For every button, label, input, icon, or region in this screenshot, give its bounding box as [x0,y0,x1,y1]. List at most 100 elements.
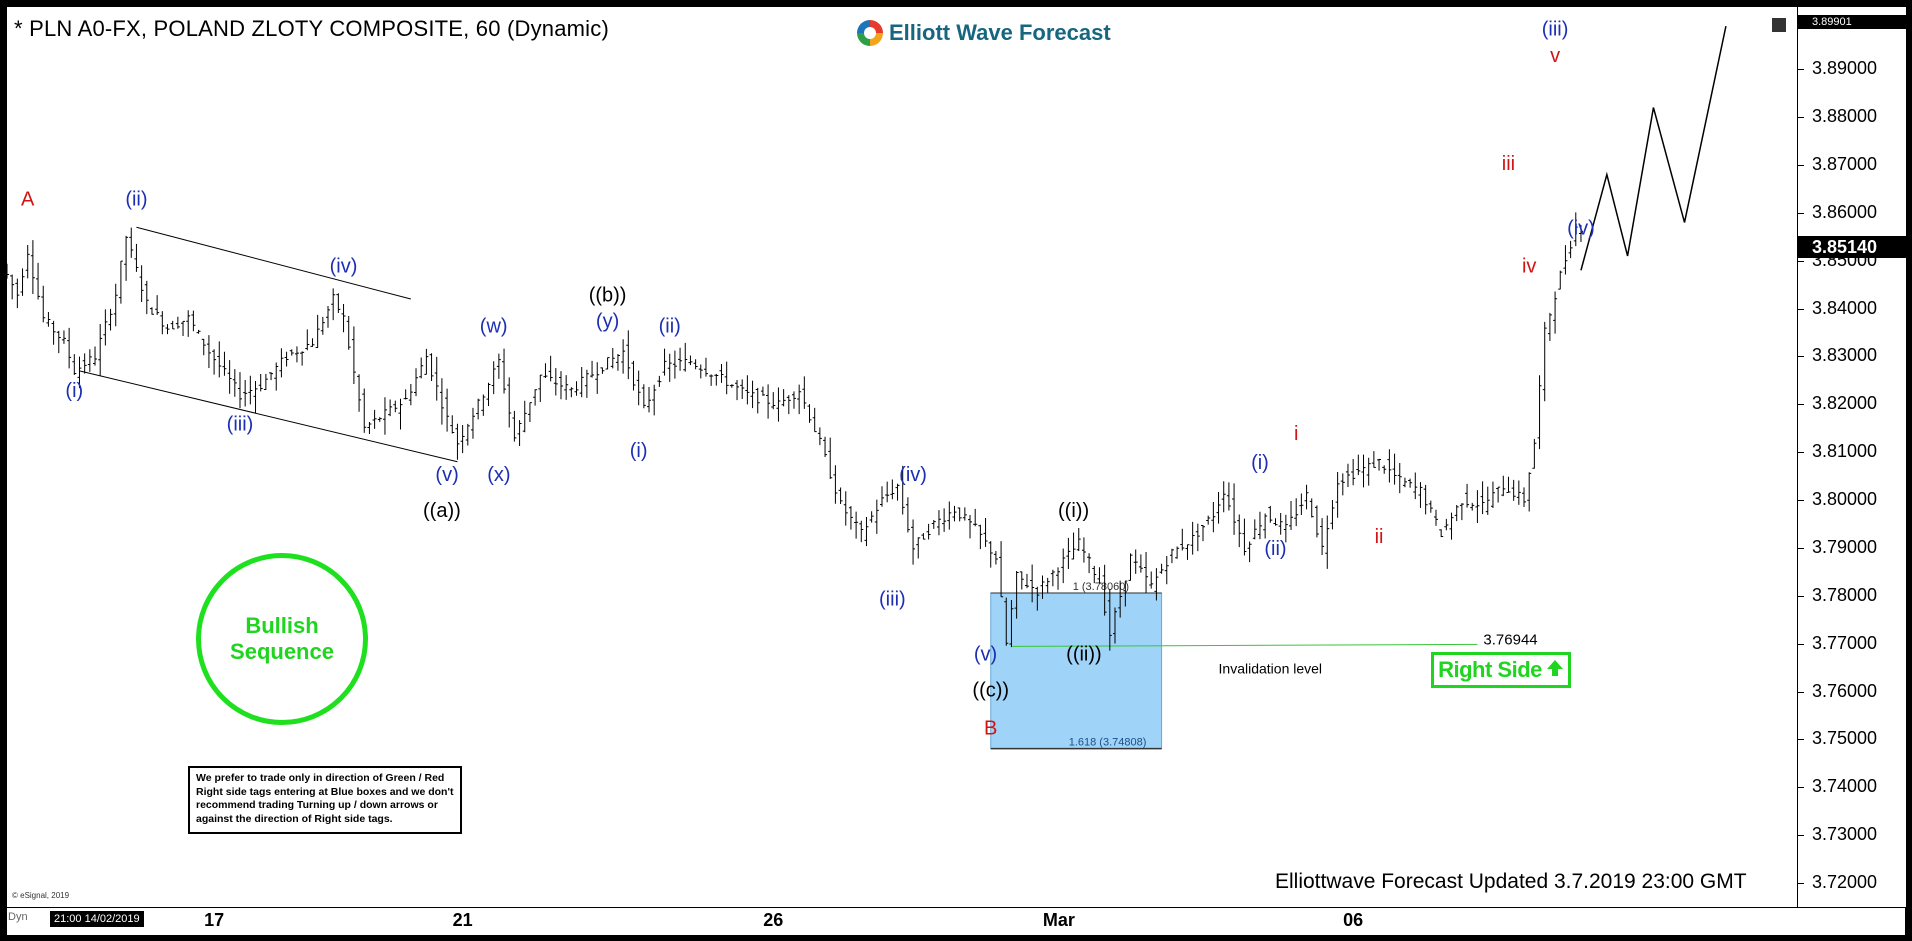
y-tick-mark [1798,643,1804,645]
ohlc-bar [999,541,1004,598]
ohlc-bar [693,359,698,370]
ohlc-bar [880,486,884,507]
window-icon[interactable] [1772,18,1786,32]
ohlc-bar [698,364,703,379]
ohlc-bar [300,351,305,366]
ohlc-bar [1496,486,1501,503]
y-tick-mark [1798,356,1804,358]
bullish-line2: Sequence [230,639,334,664]
ohlc-bar [289,349,294,356]
ohlc-bar [776,387,781,422]
ohlc-bar [978,524,983,550]
ohlc-bar [1097,567,1102,584]
ohlc-bar [1320,518,1325,556]
wave-label: ((c)) [972,679,1009,701]
ohlc-bar [755,387,760,414]
ohlc-bar [155,295,160,316]
ohlc-bar [512,410,517,442]
ohlc-bar [1439,529,1444,538]
wave-label: (iv) [1567,217,1595,239]
ohlc-bar [424,348,429,375]
ohlc-bar [25,245,30,279]
ohlc-bar [911,519,916,565]
ohlc-bar [1470,502,1475,511]
wave-label: (v) [974,643,997,665]
ohlc-bar [294,346,299,363]
ohlc-bar [77,356,82,389]
ohlc-bar [1159,563,1164,574]
ohlc-bar [243,380,248,407]
arrow-up-icon [1546,657,1564,683]
ohlc-bar [1387,449,1392,483]
ohlc-bar [1045,577,1050,593]
y-tick-mark [1798,260,1804,262]
ohlc-bar [72,354,77,375]
y-tick-label: 3.75000 [1812,728,1878,749]
ohlc-bar [662,348,667,376]
y-tick-mark [1798,691,1804,693]
ohlc-bar [1211,501,1216,533]
ohlc-bar [1345,463,1350,488]
ohlc-bar [895,483,900,501]
ohlc-bar [921,533,926,540]
ohlc-bar [838,487,843,504]
x-tick-label: 21 [452,910,473,930]
ohlc-bar [15,278,20,309]
y-tick-label: 3.86000 [1812,201,1878,222]
ohlc-bar [854,511,859,539]
ohlc-bar [388,399,393,417]
wave-label: (iii) [1542,19,1569,41]
ohlc-bar [269,372,274,381]
y-tick-mark [1798,739,1804,741]
invalidation-line [1011,643,1478,647]
ohlc-bar [144,280,149,315]
ohlc-bar [372,409,377,429]
ohlc-bar [1485,486,1490,515]
ohlc-bar [129,227,134,258]
ohlc-bar [1408,478,1413,488]
ohlc-bar [1522,487,1527,507]
wave-label: (i) [65,380,83,402]
ohlc-bar [750,380,755,409]
ohlc-bar [455,423,460,460]
ohlc-bar [885,481,890,503]
ohlc-bar [517,420,522,447]
y-tick-mark [1798,164,1804,166]
ohlc-bar [1268,505,1273,523]
ohlc-bar [1480,481,1485,515]
ohlc-bar [149,307,154,315]
ohlc-bar [833,465,838,504]
ohlc-bar [983,518,988,547]
ohlc-bar [1024,573,1029,589]
ohlc-bar [1402,477,1407,488]
y-tick-label: 3.73000 [1812,824,1878,845]
ohlc-bar [1299,493,1304,515]
ohlc-bar [859,520,864,543]
ohlc-bar [890,479,895,500]
ohlc-bar [916,537,921,559]
ohlc-bar [797,384,802,415]
fib-blue-box [990,592,1163,750]
ohlc-bar [672,350,677,379]
y-tick-label: 3.80000 [1812,489,1878,510]
ohlc-bar [20,268,25,296]
ohlc-bar [874,499,879,534]
ohlc-bar [760,386,765,396]
ohlc-bar [434,356,439,401]
ohlc-bar [600,367,605,374]
ohlc-bar [905,497,910,533]
ohlc-bar [1423,484,1428,515]
ohlc-bar [1216,492,1221,524]
wave-label: (v) [435,464,458,486]
ohlc-bar [1206,515,1211,525]
ohlc-bar [823,436,828,458]
ohlc-bar [1289,501,1294,531]
ohlc-bar [486,382,491,407]
ohlc-bar [496,353,501,379]
ohlc-bar [10,274,15,300]
ohlc-bar [346,316,351,350]
ohlc-bar [574,381,579,396]
ohlc-bar [709,374,714,386]
ohlc-bar [1304,484,1309,510]
